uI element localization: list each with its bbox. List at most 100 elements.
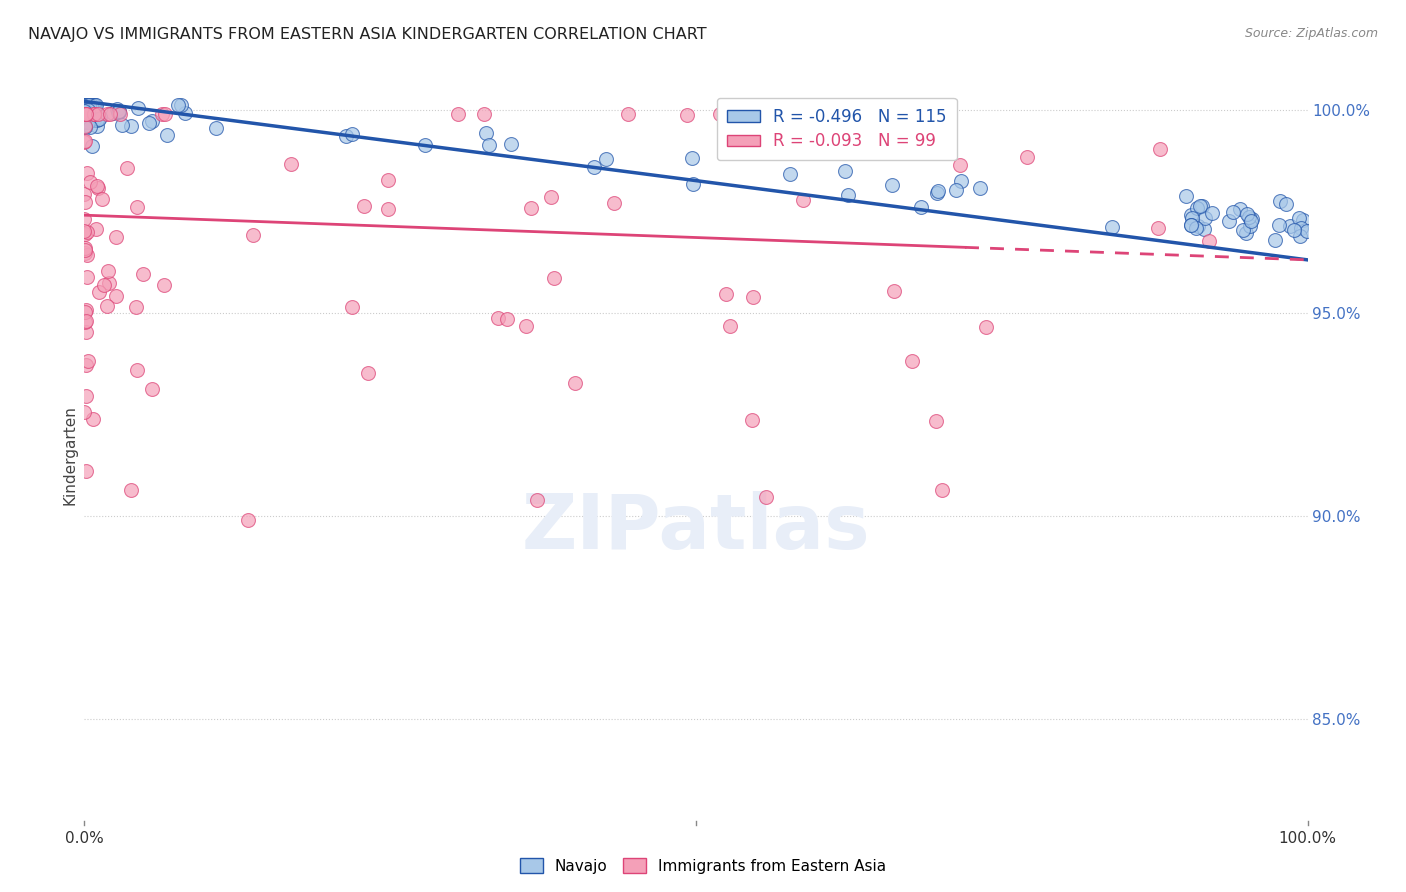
Point: [73, 102, 96, 116]
Point: [496, 311, 519, 326]
Point: [901, 354, 924, 368]
Point: [340, 301, 363, 315]
Point: [76, 270, 98, 285]
Point: [741, 289, 763, 303]
Point: [357, 367, 380, 381]
Point: [1291, 221, 1313, 235]
Point: [353, 199, 375, 213]
Point: [1239, 219, 1261, 233]
Point: [974, 320, 997, 334]
Point: [834, 164, 856, 178]
Point: [86, 112, 108, 127]
Point: [73, 106, 96, 120]
Point: [1275, 197, 1298, 211]
Point: [75, 325, 97, 339]
Point: [1180, 208, 1202, 222]
Point: [1174, 189, 1197, 203]
Point: [340, 127, 363, 141]
Point: [1187, 219, 1209, 233]
Point: [73, 405, 96, 419]
Point: [945, 183, 967, 197]
Point: [153, 106, 176, 120]
Point: [83, 98, 105, 112]
Point: [1218, 213, 1240, 227]
Point: [447, 106, 470, 120]
Point: [79, 175, 101, 189]
Point: [77, 98, 100, 112]
Point: [73, 195, 96, 210]
Point: [475, 127, 498, 141]
Point: [76, 354, 98, 368]
Point: [205, 120, 228, 135]
Point: [73, 224, 96, 238]
Point: [125, 200, 148, 214]
Point: [242, 227, 264, 242]
Point: [718, 318, 741, 333]
Point: [73, 119, 96, 133]
Point: [472, 106, 495, 120]
Point: [120, 483, 142, 497]
Point: [478, 138, 501, 153]
Point: [779, 167, 801, 181]
Point: [83, 106, 105, 120]
Point: [543, 271, 565, 285]
Point: [169, 98, 191, 112]
Point: [79, 106, 101, 120]
Point: [104, 230, 127, 244]
Point: [73, 106, 96, 120]
Point: [73, 98, 96, 112]
Point: [98, 277, 121, 291]
Point: [1232, 222, 1254, 236]
Point: [931, 483, 953, 498]
Point: [73, 304, 96, 318]
Point: [1101, 220, 1123, 235]
Point: [709, 106, 731, 120]
Point: [1222, 205, 1244, 219]
Point: [73, 134, 96, 148]
Point: [75, 109, 97, 123]
Point: [883, 284, 905, 298]
Point: [73, 227, 96, 242]
Point: [676, 108, 699, 122]
Point: [1191, 199, 1213, 213]
Point: [108, 104, 131, 119]
Point: [96, 107, 118, 121]
Point: [173, 105, 195, 120]
Point: [792, 193, 814, 207]
Point: [837, 187, 859, 202]
Point: [75, 389, 97, 403]
Point: [73, 241, 96, 255]
Point: [1236, 207, 1258, 221]
Point: [515, 319, 537, 334]
Point: [75, 108, 97, 122]
Point: [83, 106, 105, 120]
Point: [86, 178, 108, 193]
Point: [1239, 210, 1261, 224]
Point: [1241, 211, 1264, 226]
Point: [1270, 194, 1292, 208]
Point: [138, 116, 160, 130]
Point: [153, 278, 176, 293]
Point: [79, 120, 101, 134]
Point: [1201, 206, 1223, 220]
Point: [1296, 224, 1319, 238]
Point: [73, 315, 96, 329]
Point: [80, 98, 103, 112]
Point: [73, 135, 96, 149]
Point: [111, 118, 134, 132]
Point: [1198, 235, 1220, 249]
Point: [765, 113, 787, 128]
Point: [681, 151, 703, 165]
Y-axis label: Kindergarten: Kindergarten: [62, 405, 77, 505]
Point: [335, 129, 357, 144]
Point: [75, 244, 97, 258]
Point: [108, 106, 131, 120]
Point: [755, 490, 778, 504]
Point: [564, 376, 586, 390]
Point: [1194, 211, 1216, 225]
Point: [280, 156, 302, 170]
Point: [880, 178, 903, 192]
Point: [927, 186, 949, 200]
Point: [377, 172, 399, 186]
Point: [89, 110, 111, 124]
